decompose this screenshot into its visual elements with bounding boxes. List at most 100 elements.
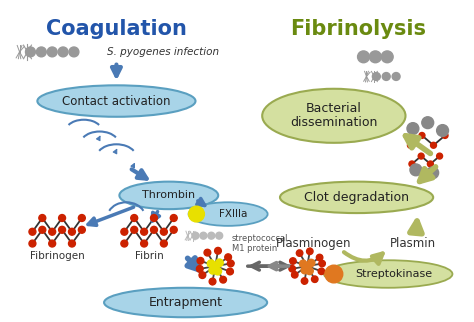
Circle shape: [49, 228, 55, 235]
Circle shape: [409, 161, 415, 167]
Circle shape: [69, 240, 75, 247]
Text: Bacterial: Bacterial: [306, 102, 362, 115]
Circle shape: [220, 276, 227, 283]
Circle shape: [26, 47, 36, 57]
Circle shape: [160, 228, 167, 235]
Circle shape: [151, 226, 157, 233]
Text: dissemination: dissemination: [290, 116, 377, 129]
Circle shape: [319, 260, 325, 267]
Circle shape: [301, 267, 309, 274]
Circle shape: [151, 214, 157, 222]
Circle shape: [36, 47, 46, 57]
Circle shape: [316, 254, 323, 261]
Circle shape: [197, 258, 204, 264]
Circle shape: [208, 232, 215, 239]
Circle shape: [225, 254, 231, 260]
Text: Fibrinogen: Fibrinogen: [30, 251, 84, 261]
Circle shape: [303, 262, 311, 270]
Circle shape: [410, 164, 422, 176]
Text: Plasmin: Plasmin: [390, 237, 436, 250]
Circle shape: [430, 142, 437, 148]
Circle shape: [121, 228, 128, 235]
Circle shape: [214, 267, 221, 275]
Circle shape: [325, 265, 343, 283]
Text: Entrapment: Entrapment: [149, 296, 223, 309]
Circle shape: [228, 260, 234, 267]
Circle shape: [69, 47, 79, 57]
Circle shape: [382, 72, 390, 80]
Circle shape: [209, 278, 216, 285]
Circle shape: [29, 228, 36, 235]
Circle shape: [215, 247, 221, 254]
Circle shape: [290, 258, 296, 264]
Circle shape: [301, 278, 308, 284]
Circle shape: [189, 206, 204, 222]
Circle shape: [59, 214, 65, 222]
Circle shape: [39, 214, 46, 222]
Circle shape: [207, 260, 215, 267]
Circle shape: [131, 226, 137, 233]
Circle shape: [419, 132, 425, 138]
Circle shape: [192, 232, 199, 239]
Text: S. pyogenes infection: S. pyogenes infection: [107, 47, 219, 57]
Text: M1 protein: M1 protein: [232, 244, 277, 253]
Circle shape: [211, 262, 219, 270]
Ellipse shape: [37, 85, 195, 117]
Ellipse shape: [119, 182, 218, 209]
Circle shape: [59, 226, 65, 233]
Text: Plasminogen: Plasminogen: [276, 237, 352, 250]
Circle shape: [199, 272, 206, 279]
Circle shape: [307, 248, 313, 254]
Circle shape: [373, 72, 380, 80]
Circle shape: [227, 268, 233, 275]
Circle shape: [200, 232, 207, 239]
Ellipse shape: [324, 260, 453, 288]
Circle shape: [141, 240, 147, 247]
Circle shape: [216, 259, 223, 267]
Circle shape: [437, 125, 448, 137]
Circle shape: [209, 267, 217, 274]
Text: Streptokinase: Streptokinase: [356, 269, 433, 279]
Circle shape: [357, 51, 369, 63]
Circle shape: [369, 51, 381, 63]
Text: FXIIIa: FXIIIa: [219, 209, 247, 219]
Circle shape: [442, 132, 448, 138]
Circle shape: [289, 266, 295, 272]
Text: Thrombin: Thrombin: [142, 190, 195, 200]
Ellipse shape: [280, 182, 433, 213]
Circle shape: [131, 214, 137, 222]
Circle shape: [204, 249, 211, 256]
Circle shape: [78, 214, 85, 222]
Text: Fibrin: Fibrin: [135, 251, 164, 261]
Circle shape: [418, 153, 424, 159]
Circle shape: [437, 153, 443, 159]
Circle shape: [318, 268, 325, 275]
Circle shape: [422, 117, 434, 128]
Circle shape: [296, 250, 303, 256]
Circle shape: [69, 228, 75, 235]
Circle shape: [427, 167, 438, 179]
Text: Contact activation: Contact activation: [62, 95, 171, 108]
Circle shape: [141, 228, 147, 235]
Circle shape: [170, 226, 177, 233]
Text: Fibrinolysis: Fibrinolysis: [291, 18, 427, 39]
Circle shape: [58, 47, 68, 57]
Circle shape: [392, 72, 400, 80]
Circle shape: [160, 240, 167, 247]
Circle shape: [39, 226, 46, 233]
Circle shape: [121, 240, 128, 247]
Circle shape: [300, 260, 307, 267]
Circle shape: [428, 161, 433, 167]
Circle shape: [78, 226, 85, 233]
Ellipse shape: [104, 288, 267, 317]
Circle shape: [29, 240, 36, 247]
Circle shape: [408, 142, 413, 148]
Ellipse shape: [262, 89, 405, 143]
Circle shape: [216, 232, 223, 239]
Circle shape: [196, 266, 203, 272]
Text: Clot degradation: Clot degradation: [304, 191, 409, 204]
Circle shape: [308, 259, 315, 267]
Circle shape: [47, 47, 57, 57]
Text: Coagulation: Coagulation: [46, 18, 187, 39]
Circle shape: [292, 271, 298, 278]
